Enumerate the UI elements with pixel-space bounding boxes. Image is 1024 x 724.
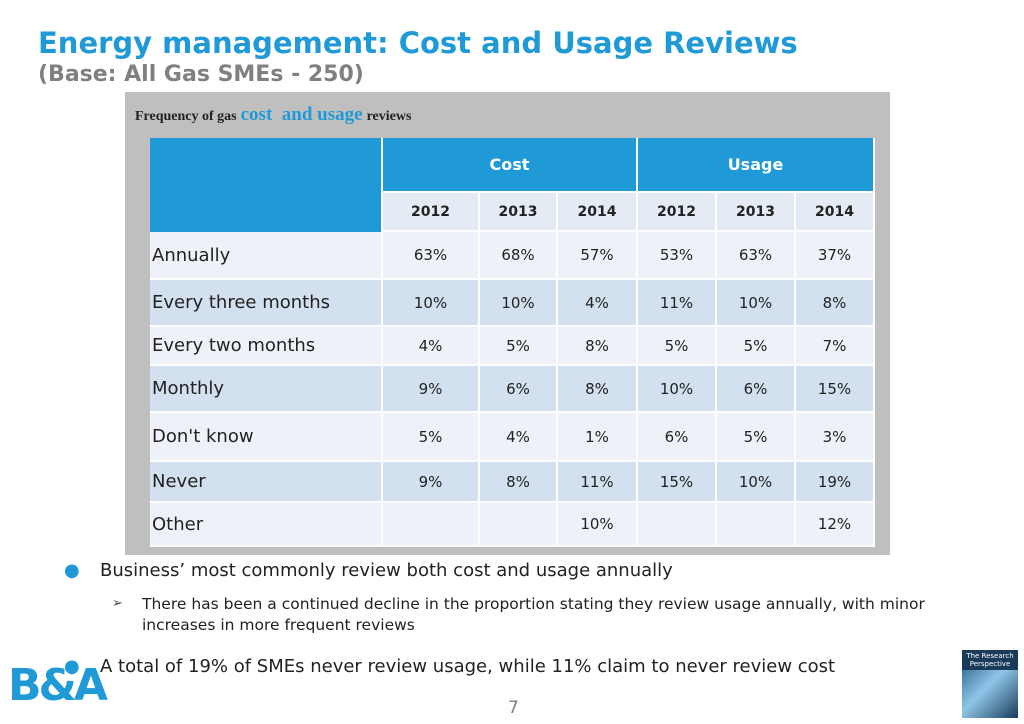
table-cell: 4% <box>383 327 480 366</box>
bullet-dot: ● <box>64 560 80 581</box>
sub-bullet-mark: ➢ <box>112 596 123 611</box>
bullet: Business’ most commonly review both cost… <box>100 560 673 581</box>
title: Energy management: Cost and Usage Review… <box>38 26 798 60</box>
table-cell: 15% <box>638 462 717 503</box>
table-cell <box>383 503 480 547</box>
logo-left: B&A <box>8 660 108 711</box>
table-cell: 10% <box>558 503 638 547</box>
row-label: Never <box>150 462 383 503</box>
table-cell: 5% <box>480 327 558 366</box>
table-cell: 53% <box>638 232 717 280</box>
table: Cost Usage 2012 2013 2014 2012 2013 2014 Annuall… <box>150 138 875 547</box>
year-header: 2014 <box>558 193 638 232</box>
table-cell <box>717 503 796 547</box>
year-header: 2013 <box>717 193 796 232</box>
table-cell: 4% <box>558 280 638 327</box>
table-cell: 8% <box>480 462 558 503</box>
group-header: Usage <box>638 138 875 193</box>
table-cell: 11% <box>558 462 638 503</box>
bullet-dot: ● <box>64 656 80 677</box>
table-cell: 6% <box>638 413 717 462</box>
table-cell: 11% <box>638 280 717 327</box>
logo-right: The Research Perspective <box>962 650 1018 718</box>
table-cell: 3% <box>796 413 875 462</box>
table-cell: 10% <box>638 366 717 413</box>
table-cell: 5% <box>383 413 480 462</box>
table-cell: 6% <box>480 366 558 413</box>
table-cell <box>480 503 558 547</box>
caption: Frequency of gas cost and usage reviews <box>135 104 411 126</box>
table-cell: 4% <box>480 413 558 462</box>
table-cell: 68% <box>480 232 558 280</box>
year-header: 2014 <box>796 193 875 232</box>
table-cell: 10% <box>717 462 796 503</box>
row-label: Every three months <box>150 280 383 327</box>
table-cell: 1% <box>558 413 638 462</box>
table-cell: 5% <box>638 327 717 366</box>
table-cell: 8% <box>558 366 638 413</box>
table-cell: 7% <box>796 327 875 366</box>
table-cell: 10% <box>480 280 558 327</box>
group-header: Cost <box>383 138 638 193</box>
table-cell: 6% <box>717 366 796 413</box>
row-label: Other <box>150 503 383 547</box>
table-cell: 63% <box>383 232 480 280</box>
table-cell: 9% <box>383 366 480 413</box>
table-cell: 8% <box>796 280 875 327</box>
year-header: 2013 <box>480 193 558 232</box>
subtitle: (Base: All Gas SMEs - 250) <box>38 62 364 87</box>
table-cell: 9% <box>383 462 480 503</box>
bullet: A total of 19% of SMEs never review usag… <box>100 656 836 677</box>
row-label: Monthly <box>150 366 383 413</box>
table-cell: 8% <box>558 327 638 366</box>
row-label: Don't know <box>150 413 383 462</box>
row-label: Every two months <box>150 327 383 366</box>
table-cell: 10% <box>717 280 796 327</box>
page-number: 7 <box>508 698 519 718</box>
year-header: 2012 <box>383 193 480 232</box>
header-corner <box>150 138 383 232</box>
table-cell: 5% <box>717 327 796 366</box>
sub-bullet: There has been a continued decline in th… <box>142 595 925 634</box>
caption-text: reviews <box>366 109 412 124</box>
table-cell: 15% <box>796 366 875 413</box>
table-cell: 5% <box>717 413 796 462</box>
caption-text: Frequency of gas <box>135 109 237 124</box>
table-cell: 19% <box>796 462 875 503</box>
row-label: Annually <box>150 232 383 280</box>
table-cell: 10% <box>383 280 480 327</box>
table-cell: 57% <box>558 232 638 280</box>
table-cell: 63% <box>717 232 796 280</box>
year-header: 2012 <box>638 193 717 232</box>
table-cell: 12% <box>796 503 875 547</box>
caption-highlight: cost and usage <box>240 104 363 125</box>
logo-right-text: The Research Perspective <box>962 650 1018 670</box>
table-cell <box>638 503 717 547</box>
table-cell: 37% <box>796 232 875 280</box>
